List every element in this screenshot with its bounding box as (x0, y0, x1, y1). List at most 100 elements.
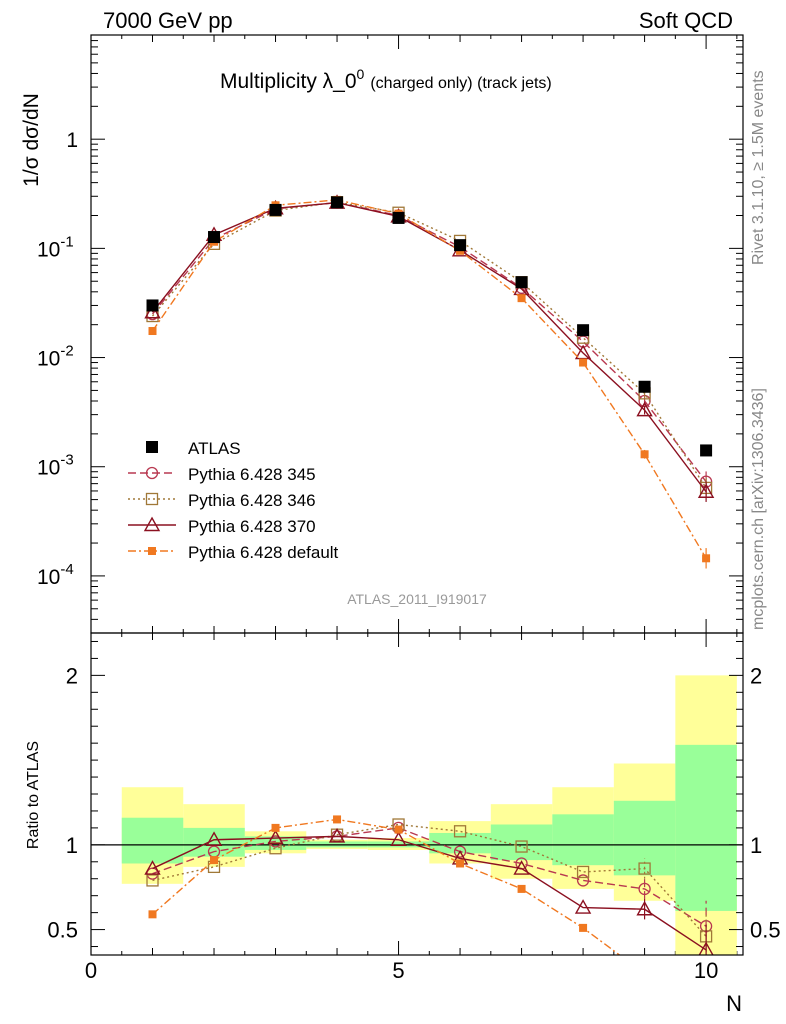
legend-data-marker (146, 441, 158, 453)
series-3-ratio-point (702, 985, 710, 993)
band-green (490, 824, 553, 861)
y-tick-base: 10 (37, 348, 60, 371)
y-tick-label: 1 (66, 129, 78, 152)
data-point (146, 299, 159, 312)
series-3-ratio-point (148, 910, 157, 919)
legend-label: Pythia 6.428 370 (188, 517, 316, 536)
ratio-tick-label-right: 0.5 (750, 918, 781, 943)
data-point (331, 196, 344, 209)
ratio-tick-label-left: 1 (66, 833, 78, 858)
series-3-point (579, 358, 588, 367)
x-tick-label: 5 (392, 958, 404, 983)
series-3-point (702, 554, 711, 563)
legend-marker (145, 492, 159, 506)
ratio-tick-label-left: 2 (66, 663, 78, 688)
band-green (121, 817, 184, 864)
series-2-ratio-point (328, 827, 346, 843)
header-right: Soft QCD (639, 8, 733, 33)
series-2-point (574, 344, 592, 360)
data-point (392, 211, 405, 224)
series-1-line (151, 201, 707, 489)
main-panel: 10-410-310-210-11 (37, 34, 744, 955)
series-1-ratio-point (269, 842, 282, 855)
y-tick-label: 10-2 (37, 343, 74, 371)
series-1-ratio-point (515, 840, 528, 853)
series-2-ratio-point (574, 899, 592, 914)
series-2-ratio-point (636, 900, 653, 916)
ratio-tick-label-right: 2 (750, 663, 762, 688)
y-tick-label: 10-1 (37, 233, 74, 261)
series-2-ratio-point (513, 860, 530, 875)
y-tick-base: 10 (37, 457, 60, 480)
chart-title-suffix: (charged only) (track jets) (370, 75, 551, 92)
legend: ATLAS Pythia 6.428 345 Pythia 6.428 346 Pyt… (128, 439, 339, 562)
data-point (638, 380, 651, 393)
series-3-ratio-point (456, 859, 465, 868)
series-1-ratio-point (146, 874, 159, 887)
series-1-ratio-point (638, 862, 651, 875)
series-0-ratio-point (576, 874, 590, 887)
data-point (515, 276, 528, 289)
band-green (429, 832, 491, 854)
analysis-id: ATLAS_2011_I919017 (347, 591, 487, 607)
series-1-ratio-point (453, 825, 467, 838)
series-3-point (517, 294, 526, 303)
series-0-ratio-point (453, 845, 467, 858)
y-tick-base: 10 (37, 566, 60, 589)
series-2-point (144, 303, 161, 319)
legend-label: Pythia 6.428 default (188, 543, 339, 562)
x-tick-label: 10 (694, 958, 718, 983)
data-point (700, 444, 713, 457)
y-tick-label: 10-4 (37, 561, 74, 589)
series-2-point (636, 401, 653, 417)
legend-marker (145, 466, 159, 480)
series-2-ratio-point (390, 831, 407, 846)
legend-data-label: ATLAS (188, 439, 241, 458)
band-green (552, 814, 614, 866)
series-2-ratio-point (144, 860, 161, 875)
series-2-point (697, 483, 715, 498)
main-series (144, 194, 715, 569)
series-3-ratio-point (210, 856, 219, 865)
y-tick-base: 10 (37, 238, 60, 261)
series-2-ratio-point (698, 941, 714, 955)
series-1-ratio-point (576, 865, 590, 879)
legend-marker (148, 547, 156, 555)
ratio-axis-label: Ratio to ATLAS (25, 741, 42, 849)
series-2-line (151, 201, 707, 493)
band-green (613, 800, 676, 876)
chart-title-main: Multiplicity λ_0 (220, 70, 357, 93)
y-tick-exp: -4 (60, 561, 73, 578)
series-3-ratio-point (517, 884, 526, 893)
series-3-ratio-point (333, 815, 342, 824)
ratio-tick-label-right: 1 (750, 833, 762, 858)
header-left: 7000 GeV pp (103, 8, 233, 33)
series-3-point (640, 450, 649, 459)
y-tick-exp: -2 (60, 343, 73, 360)
series-3-point (148, 327, 157, 336)
ratio-tick-label-left: 0.5 (47, 918, 78, 943)
data-point (577, 324, 590, 337)
series-0-ratio-line (152, 827, 707, 927)
ratio-series (144, 815, 714, 993)
series-3-ratio-point (579, 923, 588, 932)
series-3-line (151, 199, 707, 559)
chart-title: Multiplicity λ_00 (charged only) (track j… (220, 66, 552, 93)
y-tick-exp: -3 (60, 452, 73, 469)
series-2-ratio-line (152, 835, 707, 951)
series-2-ratio-point (205, 831, 223, 846)
y-axis-label: 1/σ dσ/dN (20, 93, 43, 187)
data-point (454, 239, 467, 252)
series-0-line (151, 201, 707, 483)
series-3-ratio-line (152, 818, 621, 955)
ratio-panel: 0 5 10 0.5 0.5 1 1 2 2 (47, 632, 781, 993)
source-info: mcplots.cern.ch [arXiv:1306.3436] (750, 388, 767, 630)
generator-info: Rivet 3.1.10, ≥ 1.5M events (750, 70, 767, 265)
legend-label: Pythia 6.428 345 (188, 465, 316, 484)
x-tick-label: 0 (85, 958, 97, 983)
series-3-ratio-point (271, 823, 280, 832)
data-point (269, 203, 282, 216)
legend-marker (143, 516, 161, 532)
band-green (675, 744, 737, 911)
